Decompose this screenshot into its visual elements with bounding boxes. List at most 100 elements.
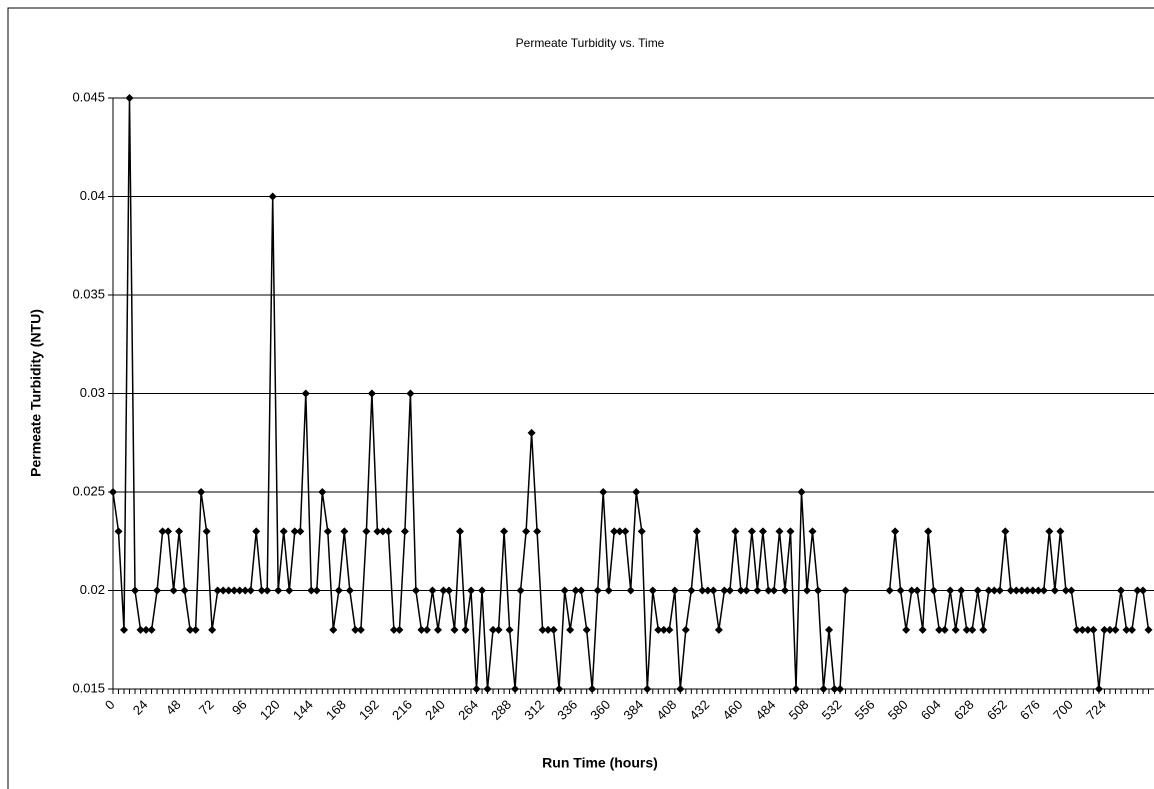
y-tick-label: 0.025 xyxy=(72,483,105,498)
data-point xyxy=(720,586,729,595)
data-point xyxy=(687,586,696,595)
x-tick-label: 628 xyxy=(951,697,977,723)
data-point xyxy=(1100,625,1109,634)
data-point xyxy=(329,625,338,634)
data-point xyxy=(808,527,817,536)
x-tick-label: 24 xyxy=(130,697,151,718)
data-point xyxy=(241,586,250,595)
x-tick-label: 72 xyxy=(196,697,217,718)
data-point xyxy=(301,389,310,398)
x-tick-label: 432 xyxy=(686,697,712,723)
data-point xyxy=(1039,586,1048,595)
data-point xyxy=(114,527,123,536)
data-point xyxy=(940,625,949,634)
data-point xyxy=(1127,625,1136,634)
y-tick-label: 0.02 xyxy=(80,582,105,597)
data-point xyxy=(472,685,481,693)
data-point xyxy=(995,586,1004,595)
data-point xyxy=(197,488,206,496)
data-point xyxy=(483,685,492,693)
data-point xyxy=(323,527,332,536)
data-point xyxy=(1072,625,1081,634)
x-tick-label: 144 xyxy=(290,697,316,723)
data-point xyxy=(120,625,129,634)
data-point xyxy=(1017,586,1026,595)
data-point xyxy=(1138,586,1147,595)
data-point xyxy=(1050,586,1059,595)
data-point xyxy=(252,527,261,536)
data-point xyxy=(775,527,784,536)
data-point xyxy=(444,586,453,595)
data-point xyxy=(142,625,151,634)
data-point xyxy=(803,586,811,595)
x-tick-label: 192 xyxy=(356,697,382,723)
data-point xyxy=(527,428,536,437)
data-point xyxy=(736,586,745,595)
x-tick-label: 408 xyxy=(653,697,679,723)
data-point xyxy=(467,586,476,595)
x-tick-label: 0 xyxy=(102,697,118,713)
data-point xyxy=(577,586,586,595)
data-point xyxy=(665,625,674,634)
data-point xyxy=(263,586,272,595)
data-point xyxy=(791,685,800,693)
data-point xyxy=(604,586,613,595)
data-point xyxy=(637,527,646,536)
data-point xyxy=(885,586,894,595)
data-point xyxy=(742,586,751,595)
data-point xyxy=(615,527,624,536)
data-point xyxy=(279,527,288,536)
data-point xyxy=(549,625,558,634)
data-point xyxy=(1006,586,1015,595)
x-tick-label: 676 xyxy=(1017,697,1043,723)
data-point xyxy=(731,527,740,536)
data-point xyxy=(230,586,239,595)
data-point xyxy=(1061,586,1070,595)
data-point xyxy=(1105,625,1114,634)
data-point xyxy=(422,625,431,634)
data-point xyxy=(219,586,228,595)
data-point xyxy=(538,625,547,634)
data-point xyxy=(450,625,459,634)
data-point xyxy=(213,586,222,595)
data-point xyxy=(588,685,597,693)
data-point xyxy=(1089,625,1098,634)
x-tick-label: 724 xyxy=(1083,697,1109,723)
data-point xyxy=(946,586,955,595)
data-point xyxy=(753,586,762,595)
data-point xyxy=(984,586,993,595)
data-point xyxy=(780,586,789,595)
data-point xyxy=(571,586,580,595)
data-point xyxy=(902,625,911,634)
data-point xyxy=(153,586,162,595)
data-point xyxy=(692,527,701,536)
data-point xyxy=(836,685,845,693)
data-point xyxy=(1133,586,1142,595)
x-tick-label: 168 xyxy=(323,697,349,723)
data-point xyxy=(1023,586,1032,595)
data-point xyxy=(555,685,564,693)
data-point xyxy=(109,488,117,496)
x-tick-label: 288 xyxy=(488,697,514,723)
data-point xyxy=(1012,586,1021,595)
data-point xyxy=(433,625,442,634)
data-point xyxy=(500,527,509,536)
data-point xyxy=(131,586,140,595)
data-point xyxy=(478,586,487,595)
data-point xyxy=(698,586,707,595)
data-point xyxy=(725,586,734,595)
data-point xyxy=(268,192,277,201)
data-point xyxy=(169,586,178,595)
data-point xyxy=(841,586,850,595)
data-point xyxy=(406,389,415,398)
data-point xyxy=(913,586,922,595)
data-point xyxy=(340,527,349,536)
x-tick-label: 336 xyxy=(554,697,580,723)
chart-title: Permeate Turbidity vs. Time xyxy=(516,36,665,50)
data-point xyxy=(312,586,321,595)
chart-frame xyxy=(7,7,1154,789)
data-point xyxy=(1034,586,1043,595)
data-point xyxy=(489,625,498,634)
data-point xyxy=(643,685,652,693)
data-point xyxy=(395,625,404,634)
